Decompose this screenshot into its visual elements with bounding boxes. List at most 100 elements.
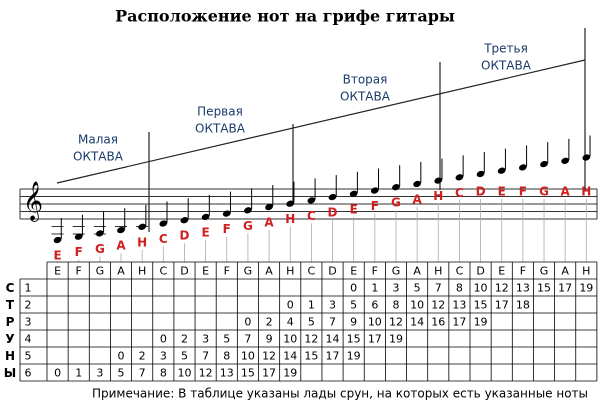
fret-number: 5 [223, 333, 230, 346]
side-label: Т [6, 298, 15, 312]
header-note: F [76, 265, 82, 278]
fret-number: 12 [495, 282, 509, 295]
fret-number: 14 [283, 350, 297, 363]
header-note: C [456, 265, 464, 278]
fret-number: 12 [304, 333, 318, 346]
fret-number: 3 [202, 333, 209, 346]
treble-clef: 𝄞 [23, 181, 43, 222]
string-number: 4 [25, 333, 32, 346]
fret-number: 10 [177, 367, 191, 380]
header-note: H [434, 265, 442, 278]
fret-number: 7 [329, 316, 336, 329]
octave-label: ОКТАВА [195, 122, 246, 136]
note-letter: C [455, 186, 464, 200]
fret-number: 5 [414, 282, 421, 295]
header-note: F [520, 265, 526, 278]
note-head [582, 154, 591, 161]
fret-number: 2 [266, 316, 273, 329]
fret-number: 13 [452, 299, 466, 312]
header-note: H [582, 265, 590, 278]
fret-number: 8 [392, 299, 399, 312]
fret-number: 14 [410, 316, 424, 329]
note-head [518, 164, 527, 171]
header-note: E [498, 265, 505, 278]
fret-number: 17 [452, 316, 466, 329]
note-letter: C [307, 209, 316, 223]
header-note: D [180, 265, 188, 278]
octave-lines [56, 28, 586, 232]
fret-number: 17 [558, 282, 572, 295]
note-letter: E [498, 185, 506, 199]
fret-number: 0 [350, 282, 357, 295]
note-letter: D [328, 206, 338, 220]
fret-number: 17 [326, 350, 340, 363]
header-note: F [372, 265, 378, 278]
fret-number: 13 [516, 282, 530, 295]
staff [19, 188, 598, 220]
string-number: 3 [25, 316, 32, 329]
fret-number: 5 [308, 316, 315, 329]
fret-number: 19 [283, 367, 297, 380]
fret-number: 5 [118, 367, 125, 380]
fret-number: 9 [350, 316, 357, 329]
note-head [138, 223, 147, 230]
note-head [392, 184, 400, 191]
header-note: H [286, 265, 294, 278]
fret-number: 19 [579, 282, 593, 295]
header-note: D [328, 265, 336, 278]
fret-number: 8 [223, 350, 230, 363]
note-letter: G [391, 196, 401, 210]
fret-number: 6 [371, 299, 378, 312]
header-note: C [308, 265, 316, 278]
note-letter: D [179, 229, 189, 243]
fret-number: 17 [262, 367, 276, 380]
note-head [328, 193, 337, 201]
note-head [476, 170, 485, 178]
note-letter: G [95, 242, 105, 256]
octave-label: ОКТАВА [340, 90, 391, 104]
header-note: A [265, 265, 273, 278]
note-head [561, 157, 570, 164]
fret-number: 1 [308, 299, 315, 312]
side-label: Р [6, 315, 15, 329]
note-head [455, 174, 464, 181]
fret-number: 4 [287, 316, 294, 329]
fret-number: 3 [329, 299, 336, 312]
note-letter: H [581, 185, 591, 199]
note-letter: F [75, 245, 83, 259]
fret-number: 17 [368, 333, 382, 346]
footnote: Примечание: В таблице указаны лады срун,… [92, 387, 588, 401]
fret-number: 5 [350, 299, 357, 312]
fret-number: 10 [410, 299, 424, 312]
octave-label: ОКТАВА [73, 150, 124, 164]
fret-number: 7 [139, 367, 146, 380]
fret-number: 1 [371, 282, 378, 295]
fret-number: 2 [181, 333, 188, 346]
fret-number: 3 [392, 282, 399, 295]
fret-number: 19 [389, 333, 403, 346]
note-letter: E [53, 249, 61, 263]
header-note: E [202, 265, 209, 278]
note-head [95, 230, 104, 237]
fret-number: 8 [160, 367, 167, 380]
fret-number: 15 [474, 299, 488, 312]
note-letter: F [371, 199, 379, 213]
fret-number: 16 [431, 316, 445, 329]
note-head [244, 207, 252, 214]
fret-number: 0 [160, 333, 167, 346]
header-note: A [117, 265, 125, 278]
note-head [180, 217, 189, 224]
fret-number: 18 [516, 299, 530, 312]
fret-number: 15 [347, 333, 361, 346]
fret-number: 3 [96, 367, 103, 380]
octave-label: ОКТАВА [481, 59, 532, 73]
note-head [370, 187, 379, 194]
title: Расположение нот на грифе гитары [115, 7, 455, 26]
note-letter: A [264, 216, 274, 230]
note-head [53, 236, 62, 244]
fret-number: 19 [347, 350, 361, 363]
note-head [307, 197, 316, 204]
note-head [497, 167, 506, 174]
fret-number: 17 [495, 299, 509, 312]
note-letter: H [137, 235, 147, 249]
